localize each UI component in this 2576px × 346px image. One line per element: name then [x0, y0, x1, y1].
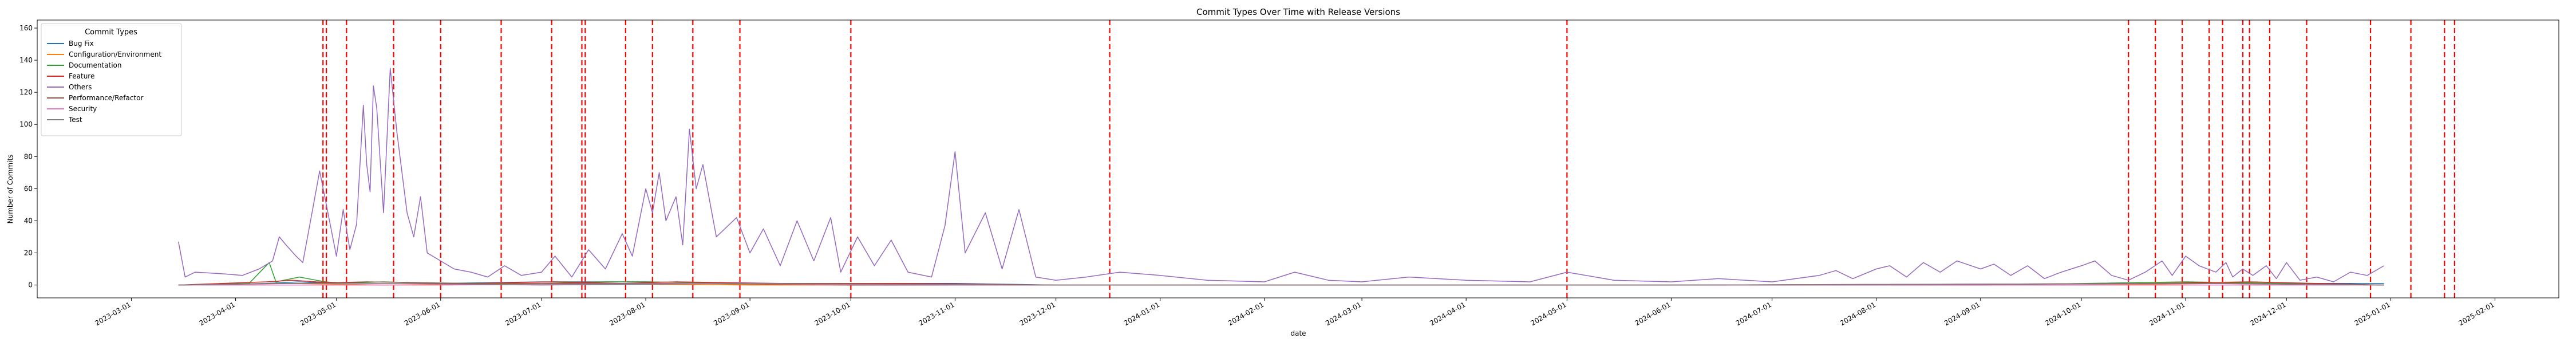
y-tick-label: 80 — [24, 152, 33, 160]
x-tick-label: 2023-03-01 — [94, 300, 132, 327]
legend-label: Others — [69, 83, 92, 91]
x-tick-label: 2023-08-01 — [608, 300, 646, 327]
x-tick-label: 2025-01-01 — [2353, 300, 2391, 327]
x-tick-label: 2023-10-01 — [813, 300, 851, 327]
x-tick-label: 2023-09-01 — [712, 300, 750, 327]
x-tick-label: 2024-01-01 — [1123, 300, 1161, 327]
y-tick-label: 20 — [24, 249, 33, 257]
y-axis: 0 20 40 60 80 100 120 140 160 — [19, 24, 37, 289]
x-axis: 2023-03-01 2023-04-01 2023-05-01 2023-06-01… — [94, 298, 2496, 327]
x-tick-label: 2024-06-01 — [1634, 300, 1672, 327]
x-tick-label: 2024-03-01 — [1324, 300, 1362, 327]
legend-title: Commit Types — [85, 28, 137, 37]
x-tick-label: 2023-12-01 — [1018, 300, 1057, 327]
legend-label: Test — [68, 116, 82, 124]
x-tick-label: 2024-11-01 — [2148, 300, 2186, 327]
series-line — [178, 262, 2384, 286]
x-tick-label: 2024-04-01 — [1428, 300, 1467, 327]
x-tick-label: 2024-07-01 — [1735, 300, 1773, 327]
x-tick-label: 2023-06-01 — [403, 300, 441, 327]
x-tick-label: 2024-05-01 — [1529, 300, 1567, 327]
y-tick-label: 100 — [19, 120, 33, 128]
y-axis-label: Number of Commits — [6, 155, 14, 224]
x-tick-label: 2025-02-01 — [2458, 300, 2496, 327]
x-tick-label: 2024-08-01 — [1839, 300, 1877, 327]
y-tick-label: 60 — [24, 184, 33, 192]
release-lines — [322, 20, 2456, 298]
legend-label: Performance/Refactor — [69, 94, 143, 102]
legend-label: Feature — [69, 72, 94, 80]
x-tick-label: 2024-09-01 — [1943, 300, 1981, 327]
y-tick-label: 40 — [24, 217, 33, 225]
legend-label: Configuration/Environment — [69, 50, 161, 58]
y-tick-label: 0 — [28, 281, 33, 289]
series-lines — [177, 68, 2384, 286]
x-tick-label: 2024-12-01 — [2249, 300, 2287, 327]
x-tick-label: 2024-10-01 — [2044, 300, 2082, 327]
legend-label: Bug Fix — [69, 40, 94, 48]
y-tick-label: 120 — [19, 88, 33, 96]
legend: Commit Types Bug Fix Configuration/Enviro… — [41, 23, 182, 136]
legend-box — [41, 23, 182, 136]
y-tick-label: 160 — [19, 24, 33, 32]
x-tick-label: 2023-11-01 — [918, 300, 956, 327]
series-line — [178, 283, 2384, 286]
chart-title: Commit Types Over Time with Release Vers… — [1196, 7, 1400, 17]
x-tick-label: 2023-05-01 — [299, 300, 337, 327]
series-line — [177, 68, 2384, 282]
plot-area-frame — [37, 19, 2559, 298]
x-tick-label: 2023-07-01 — [504, 300, 542, 327]
legend-label: Documentation — [69, 61, 122, 69]
x-axis-label: date — [1290, 329, 1306, 337]
x-tick-label: 2023-04-01 — [198, 300, 236, 327]
y-tick-label: 140 — [19, 56, 33, 64]
legend-label: Security — [69, 105, 97, 113]
x-tick-label: 2024-02-01 — [1227, 300, 1265, 327]
